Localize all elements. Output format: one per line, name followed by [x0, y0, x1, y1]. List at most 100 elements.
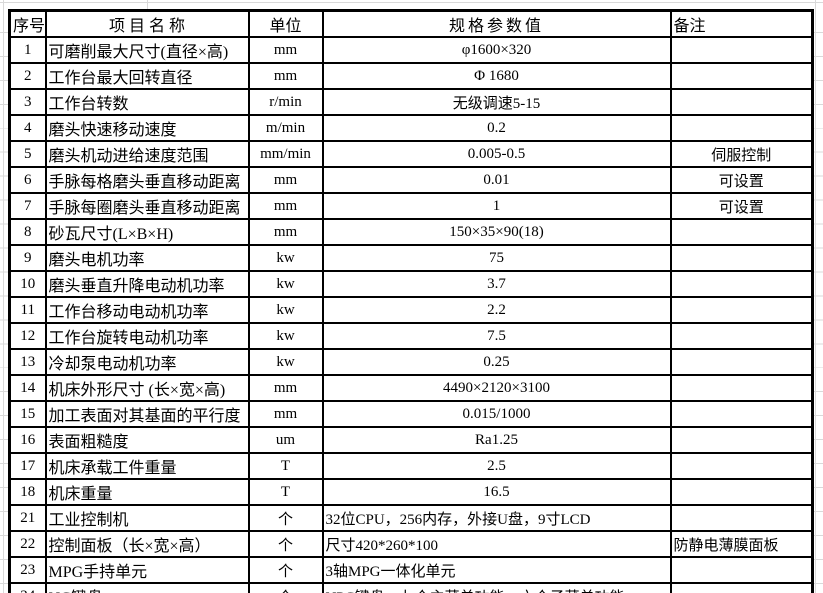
table-row: 21 工业控制机 个 32位CPU，256内存，外接U盘，9寸LCD	[8, 504, 814, 532]
unit-cell: r/min	[247, 88, 324, 116]
table-row: 17 机床承载工件重量 T 2.5	[8, 452, 814, 480]
item-name-cell: 工业控制机	[44, 504, 250, 532]
row-number-cell: 23	[8, 556, 47, 584]
unit-cell: kw	[247, 270, 324, 298]
value-cell: 4490×2120×3100	[321, 374, 672, 402]
value-cell: Ra1.25	[321, 426, 672, 454]
table-row: 4 磨头快速移动速度 m/min 0.2	[8, 114, 814, 142]
item-name-cell: 可磨削最大尺寸(直径×高)	[44, 36, 250, 64]
note-cell	[669, 452, 814, 480]
item-name-cell: 加工表面对其基面的平行度	[44, 400, 250, 428]
header-row: 序号 项 目 名 称 单位 规格参数值 备注	[8, 9, 814, 38]
value-cell: 75	[321, 244, 672, 272]
header-item-name: 项 目 名 称	[44, 9, 250, 38]
item-name-cell: 磨头机动进给速度范围	[44, 140, 250, 168]
row-number-cell: 12	[8, 322, 47, 350]
row-number-cell: 11	[8, 296, 47, 324]
unit-cell: 个	[247, 504, 324, 532]
table-row: 2 工作台最大回转直径 mm Φ 1680	[8, 62, 814, 90]
item-name-cell: 磨头电机功率	[44, 244, 250, 272]
unit-cell: mm	[247, 192, 324, 220]
unit-cell: mm	[247, 400, 324, 428]
row-number-cell: 21	[8, 504, 47, 532]
row-number-cell: 18	[8, 478, 47, 506]
value-cell: 150×35×90(18)	[321, 218, 672, 246]
item-name-cell: 工作台最大回转直径	[44, 62, 250, 90]
unit-cell: mm	[247, 166, 324, 194]
unit-cell: mm	[247, 218, 324, 246]
value-cell: 0.25	[321, 348, 672, 376]
row-number-cell: 7	[8, 192, 47, 220]
unit-cell: 个	[247, 530, 324, 558]
value-cell: NPC键盘，七个主菜单功能，六个子菜单功能	[321, 582, 672, 593]
unit-cell: 个	[247, 582, 324, 593]
row-number-cell: 10	[8, 270, 47, 298]
item-name-cell: 手脉每格磨头垂直移动距离	[44, 166, 250, 194]
header-note: 备注	[669, 9, 814, 38]
note-cell	[669, 270, 814, 298]
note-cell	[669, 582, 814, 593]
unit-cell: T	[247, 478, 324, 506]
value-cell: 0.005-0.5	[321, 140, 672, 168]
item-name-cell: 磨头垂直升降电动机功率	[44, 270, 250, 298]
note-cell	[669, 374, 814, 402]
note-cell	[669, 400, 814, 428]
value-cell: 3.7	[321, 270, 672, 298]
row-number-cell: 5	[8, 140, 47, 168]
note-cell	[669, 244, 814, 272]
note-cell	[669, 88, 814, 116]
note-cell	[669, 478, 814, 506]
table-row: 9 磨头电机功率 kw 75	[8, 244, 814, 272]
item-name-cell: NC键盘	[44, 582, 250, 593]
spec-table: 序号 项 目 名 称 单位 规格参数值 备注 1 可磨削最大尺寸(直径×高) m…	[8, 9, 814, 593]
item-name-cell: 工作台移动电动机功率	[44, 296, 250, 324]
row-number-cell: 14	[8, 374, 47, 402]
note-cell	[669, 114, 814, 142]
item-name-cell: 机床承载工件重量	[44, 452, 250, 480]
note-cell	[669, 504, 814, 532]
unit-cell: kw	[247, 296, 324, 324]
row-number-cell: 13	[8, 348, 47, 376]
row-number-cell: 3	[8, 88, 47, 116]
unit-cell: m/min	[247, 114, 324, 142]
item-name-cell: 手脉每圈磨头垂直移动距离	[44, 192, 250, 220]
table-row: 6 手脉每格磨头垂直移动距离 mm 0.01 可设置	[8, 166, 814, 194]
note-cell	[669, 36, 814, 64]
row-number-cell: 15	[8, 400, 47, 428]
unit-cell: kw	[247, 244, 324, 272]
row-number-cell: 9	[8, 244, 47, 272]
item-name-cell: 工作台转数	[44, 88, 250, 116]
value-cell: 7.5	[321, 322, 672, 350]
value-cell: 尺寸420*260*100	[321, 530, 672, 558]
item-name-cell: 机床外形尺寸 (长×宽×高)	[44, 374, 250, 402]
table-row: 3 工作台转数 r/min 无级调速5-15	[8, 88, 814, 116]
row-number-cell: 24	[8, 582, 47, 593]
row-number-cell: 1	[8, 36, 47, 64]
row-number-cell: 4	[8, 114, 47, 142]
note-cell: 防静电薄膜面板	[669, 530, 814, 558]
row-number-cell: 16	[8, 426, 47, 454]
table-row: 10 磨头垂直升降电动机功率 kw 3.7	[8, 270, 814, 298]
value-cell: 0.01	[321, 166, 672, 194]
row-number-cell: 6	[8, 166, 47, 194]
table-row: 13 冷却泵电动机功率 kw 0.25	[8, 348, 814, 376]
value-cell: 1	[321, 192, 672, 220]
unit-cell: mm/min	[247, 140, 324, 168]
value-cell: 无级调速5-15	[321, 88, 672, 116]
row-number-cell: 22	[8, 530, 47, 558]
table-row: 14 机床外形尺寸 (长×宽×高) mm 4490×2120×3100	[8, 374, 814, 402]
header-spec-value: 规格参数值	[321, 9, 672, 38]
note-cell: 可设置	[669, 166, 814, 194]
table-row: 24 NC键盘 个 NPC键盘，七个主菜单功能，六个子菜单功能	[8, 582, 814, 593]
item-name-cell: 机床重量	[44, 478, 250, 506]
unit-cell: 个	[247, 556, 324, 584]
note-cell	[669, 322, 814, 350]
table-row: 22 控制面板（长×宽×高） 个 尺寸420*260*100 防静电薄膜面板	[8, 530, 814, 558]
value-cell: 32位CPU，256内存，外接U盘，9寸LCD	[321, 504, 672, 532]
item-name-cell: 砂瓦尺寸(L×B×H)	[44, 218, 250, 246]
unit-cell: mm	[247, 36, 324, 64]
row-number-cell: 17	[8, 452, 47, 480]
table-row: 15 加工表面对其基面的平行度 mm 0.015/1000	[8, 400, 814, 428]
note-cell	[669, 218, 814, 246]
